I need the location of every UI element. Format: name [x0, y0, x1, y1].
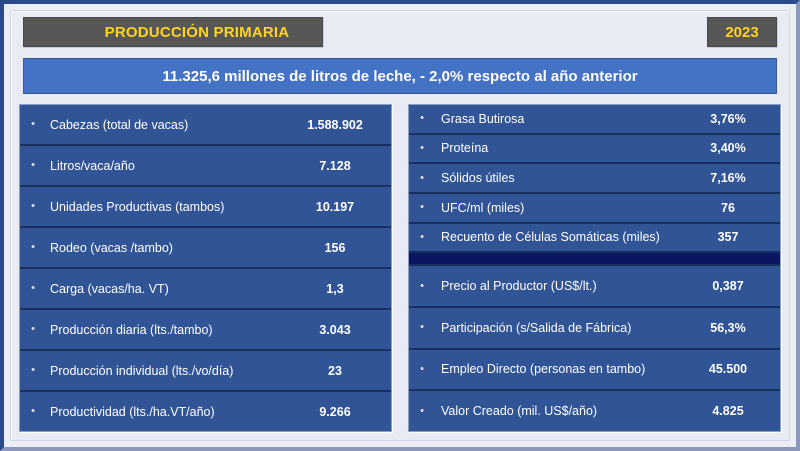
row-label: Empleo Directo (personas en tambo)	[441, 362, 646, 377]
header: PRODUCCIÓN PRIMARIA 2023	[23, 17, 777, 47]
row-value: 45.500	[708, 362, 748, 377]
bullet-icon: •	[31, 364, 35, 376]
row-label: Litros/vaca/año	[50, 158, 135, 173]
row-value: 4.825	[712, 404, 744, 419]
table-row: • UFC/ml (miles) 76	[409, 193, 780, 224]
row-value: 3.043	[319, 322, 351, 337]
row-value: 7,16%	[710, 171, 746, 186]
row-value: 156	[324, 240, 346, 255]
row-label: Carga (vacas/ha. VT)	[50, 281, 169, 296]
row-label: Precio al Productor (US$/lt.)	[441, 279, 597, 294]
row-label: Grasa Butirosa	[441, 111, 525, 126]
row-value: 3,76%	[710, 111, 746, 126]
table-row: • Rodeo (vacas /tambo) 156	[20, 228, 391, 269]
slide-canvas: PRODUCCIÓN PRIMARIA 2023 11.325,6 millon…	[10, 10, 790, 441]
table-row: • Sólidos útiles 7,16%	[409, 164, 780, 194]
row-label: Rodeo (vacas /tambo)	[50, 240, 173, 255]
bullet-icon: •	[420, 230, 424, 243]
milk-quality-and-economics-table: • Grasa Butirosa 3,76% • Proteína 3,40% • Sólid…	[408, 104, 781, 432]
year-badge: 2023	[707, 17, 777, 47]
row-label: UFC/ml (miles)	[441, 200, 525, 215]
table-row: • Carga (vacas/ha. VT) 1,3	[20, 269, 391, 310]
bullet-icon: •	[420, 321, 424, 334]
bullet-icon: •	[31, 405, 35, 417]
bullet-icon: •	[420, 362, 424, 375]
row-label: Recuento de Células Somáticas (miles)	[441, 230, 660, 245]
table-row: • Litros/vaca/año 7.128	[20, 146, 391, 187]
section-separator-row	[409, 253, 780, 267]
page-title-chip: PRODUCCIÓN PRIMARIA	[23, 17, 323, 47]
table-row: • Producción individual (lts./vo/día) 23	[20, 351, 391, 392]
table-row: • Productividad (lts./ha.VT/año) 9.266	[20, 392, 391, 431]
bullet-icon: •	[31, 200, 35, 212]
bullet-icon: •	[420, 279, 424, 292]
row-label: Proteína	[441, 141, 489, 156]
bullet-icon: •	[31, 159, 35, 171]
bullet-icon: •	[31, 282, 35, 294]
table-row: • Unidades Productivas (tambos) 10.197	[20, 187, 391, 228]
row-label: Valor Creado (mil. US$/año)	[441, 404, 598, 419]
table-row: • Empleo Directo (personas en tambo) 45.50…	[409, 349, 780, 392]
row-label: Productividad (lts./ha.VT/año)	[50, 404, 215, 419]
row-value: 23	[328, 363, 342, 378]
row-value: 0,387	[712, 279, 744, 294]
row-value: 10.197	[315, 199, 355, 214]
table-row: • Cabezas (total de vacas) 1.588.902	[20, 105, 391, 146]
table-row: • Precio al Productor (US$/lt.) 0,387	[409, 266, 780, 308]
row-label: Producción individual (lts./vo/día)	[50, 363, 234, 378]
table-row: • Producción diaria (lts./tambo) 3.043	[20, 310, 391, 351]
row-value: 9.266	[319, 404, 351, 419]
headline-banner: 11.325,6 millones de litros de leche, - …	[23, 58, 777, 94]
table-row: • Recuento de Células Somáticas (miles) 35…	[409, 223, 780, 254]
primary-production-table: • Cabezas (total de vacas) 1.588.902 • Litro…	[19, 104, 392, 432]
row-value: 56,3%	[710, 320, 746, 335]
bullet-icon: •	[31, 118, 35, 130]
row-value: 1.588.902	[307, 117, 363, 132]
row-label: Participación (s/Salida de Fábrica)	[441, 320, 632, 335]
row-value: 1,3	[326, 281, 344, 296]
table-row: • Proteína 3,40%	[409, 134, 780, 165]
row-value: 357	[717, 230, 739, 245]
metrics-tables: • Cabezas (total de vacas) 1.588.902 • Litro…	[19, 104, 781, 432]
table-row: • Grasa Butirosa 3,76%	[409, 105, 780, 135]
bullet-icon: •	[420, 404, 424, 417]
page-title: PRODUCCIÓN PRIMARIA	[104, 23, 290, 41]
bullet-icon: •	[420, 112, 424, 125]
row-label: Cabezas (total de vacas)	[50, 117, 189, 132]
row-value: 3,40%	[710, 141, 746, 156]
bullet-icon: •	[420, 141, 424, 154]
table-row: • Participación (s/Salida de Fábrica) 56,3…	[409, 307, 780, 350]
row-value: 76	[721, 200, 735, 215]
year-label: 2023	[725, 23, 759, 41]
bullet-icon: •	[31, 323, 35, 335]
bullet-icon: •	[31, 241, 35, 253]
headline-text: 11.325,6 millones de litros de leche, - …	[162, 67, 638, 85]
row-value: 7.128	[319, 158, 351, 173]
bullet-icon: •	[420, 201, 424, 214]
row-label: Sólidos útiles	[441, 171, 515, 186]
row-label: Producción diaria (lts./tambo)	[50, 322, 213, 337]
row-label: Unidades Productivas (tambos)	[50, 199, 225, 214]
table-row: • Valor Creado (mil. US$/año) 4.825	[409, 391, 780, 431]
bullet-icon: •	[420, 171, 424, 184]
